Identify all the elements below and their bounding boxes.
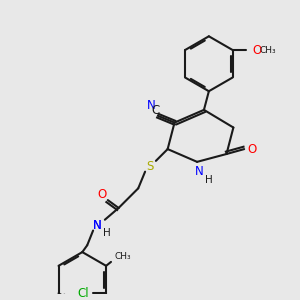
Text: O: O xyxy=(97,188,106,201)
Text: H: H xyxy=(103,229,111,238)
Text: C: C xyxy=(152,104,160,117)
Text: H: H xyxy=(205,175,213,184)
Text: N: N xyxy=(195,165,203,178)
Text: O: O xyxy=(248,142,256,156)
Text: S: S xyxy=(146,160,154,173)
Text: N: N xyxy=(93,219,101,232)
Text: N: N xyxy=(93,219,101,232)
Text: CH₃: CH₃ xyxy=(115,251,131,260)
Text: N: N xyxy=(147,99,155,112)
Text: Cl: Cl xyxy=(78,287,89,300)
Text: O: O xyxy=(253,44,262,56)
Text: CH₃: CH₃ xyxy=(260,46,276,55)
